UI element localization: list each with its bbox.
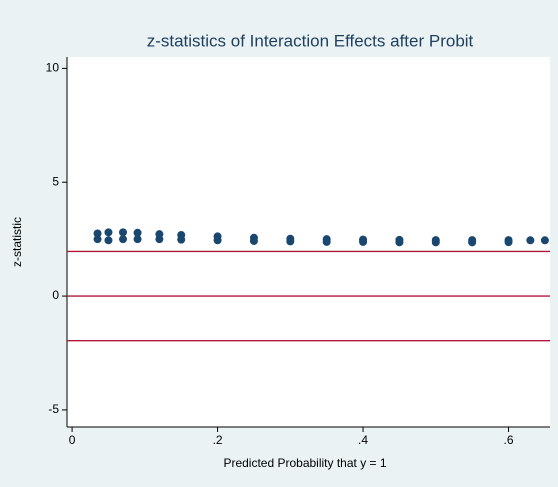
x-axis-label: Predicted Probability that y = 1 [223,456,386,470]
point [249,236,258,245]
point [286,237,295,246]
point [133,235,142,244]
y-tick-label: 0 [52,288,59,302]
x-tick-label: 0 [69,433,76,447]
y-axis-label: z-statistic [10,217,24,267]
point [540,236,549,245]
chart-title: z-statistics of Interaction Effects afte… [147,31,474,50]
point [155,235,164,244]
y-tick-label: 10 [46,61,60,75]
point [119,235,128,244]
point [93,235,102,244]
point [359,237,368,246]
point [468,238,477,247]
point [431,238,440,247]
point [119,228,128,237]
point [322,237,331,246]
point [504,238,513,247]
x-tick-label: .4 [358,433,368,447]
y-tick-label: 5 [52,174,59,188]
x-tick-label: .2 [213,433,223,447]
point [133,228,142,237]
point [395,238,404,247]
point [93,229,102,238]
point [104,228,113,237]
point [104,236,113,245]
y-tick-label: -5 [48,402,59,416]
x-tick-label: .6 [504,433,514,447]
point [213,236,222,245]
point [526,236,535,245]
point [177,235,186,244]
